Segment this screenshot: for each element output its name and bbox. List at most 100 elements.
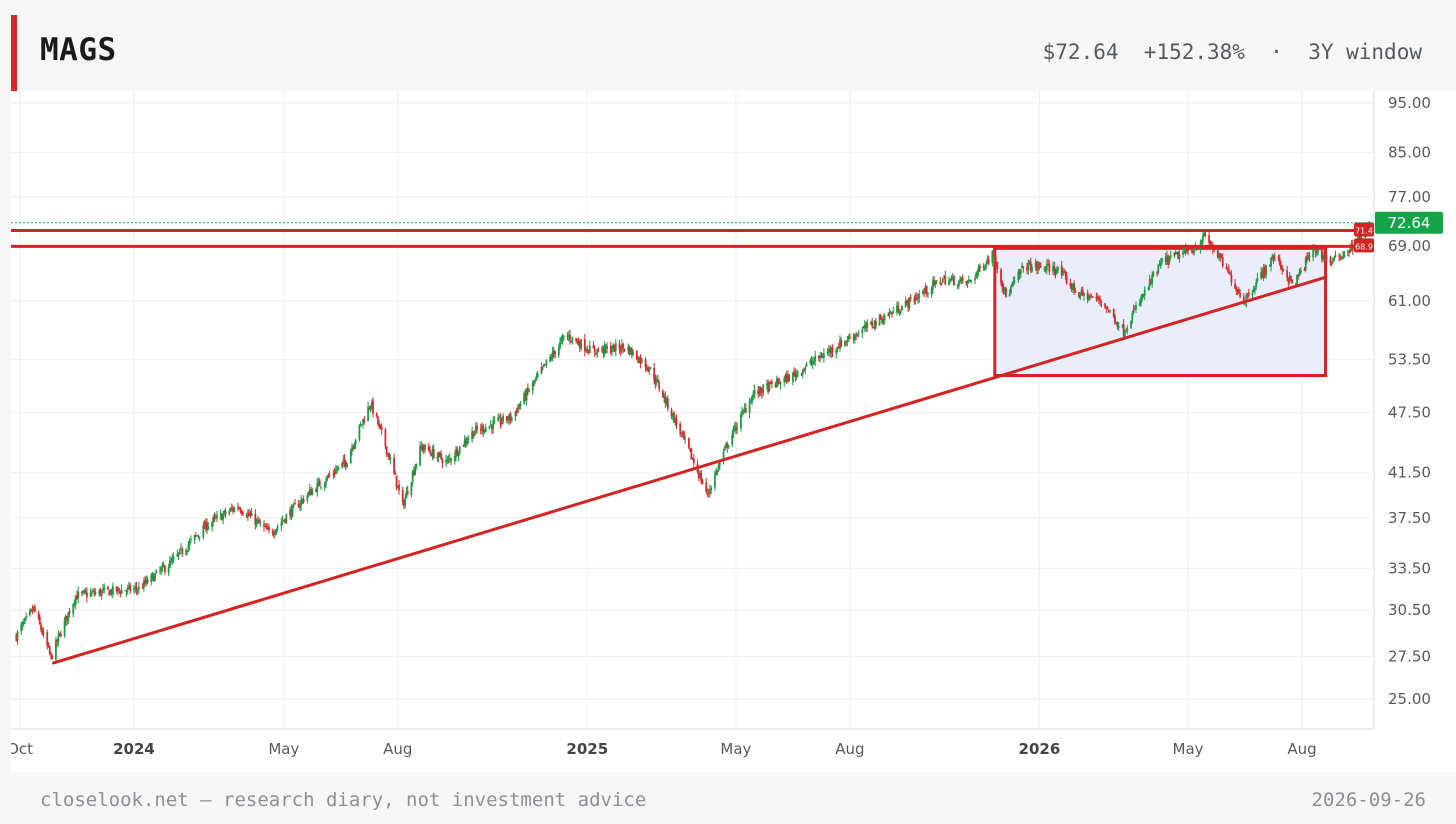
candle-body: [1095, 296, 1098, 299]
price-chart[interactable]: 71.4 68.9 72.64 95.00 85.00 77.00 69.00 61.00 53…: [11, 91, 1456, 772]
candle-body: [134, 586, 137, 588]
candle-body: [398, 484, 400, 491]
candle-body: [630, 348, 633, 355]
candle-body: [332, 473, 335, 475]
candle-body: [1057, 266, 1059, 271]
candle-body: [411, 471, 414, 482]
candle-body: [757, 389, 760, 395]
candle-body: [1026, 267, 1028, 271]
candle-body: [50, 652, 52, 656]
candle-body: [1114, 316, 1116, 324]
candle-body: [187, 544, 190, 550]
candle-body: [1329, 257, 1332, 264]
candle-body: [271, 530, 274, 535]
candle-body: [56, 639, 59, 643]
candle-body: [1054, 269, 1057, 274]
y-tick-label: 27.50: [1388, 647, 1431, 665]
candle-body: [300, 499, 303, 506]
candle-body: [462, 445, 465, 447]
candle-body: [976, 271, 979, 274]
candle-body: [653, 367, 656, 381]
candle-body: [515, 410, 518, 413]
candle-body: [863, 324, 866, 328]
candle-body: [820, 355, 823, 359]
candle-body: [534, 379, 537, 382]
candle-body: [1086, 292, 1089, 301]
candle-body: [752, 393, 755, 397]
candle-body: [612, 344, 615, 350]
candle-body: [887, 314, 890, 316]
candle-body: [956, 285, 959, 287]
candle-body: [638, 357, 641, 363]
x-tick-label: Aug: [835, 740, 864, 758]
candle-body: [180, 548, 182, 550]
candle-body: [1142, 294, 1145, 296]
candle-body: [1071, 283, 1074, 290]
candle-body: [1079, 294, 1082, 299]
candle-body: [621, 344, 623, 352]
candle-body: [640, 358, 643, 363]
candle-body: [237, 507, 239, 509]
candle-body: [861, 329, 864, 334]
y-tick-label: 33.50: [1388, 559, 1431, 577]
candle-body: [32, 606, 35, 611]
candle-body: [310, 489, 312, 496]
candle-body: [540, 367, 543, 374]
last-price: $72.64: [1042, 40, 1119, 64]
candle-body: [299, 504, 301, 508]
candle-body: [639, 356, 642, 364]
candle-body: [102, 588, 104, 590]
candle-body: [609, 345, 612, 353]
candle-body: [1270, 257, 1272, 267]
candle-body: [706, 491, 709, 493]
candle-body: [1096, 297, 1099, 300]
candle-body: [479, 428, 482, 431]
candle-body: [918, 294, 921, 298]
candle-body: [472, 431, 475, 437]
candle-body: [528, 390, 530, 392]
candle-body: [1244, 302, 1246, 304]
candle-body: [1019, 269, 1022, 274]
candle-body: [1021, 265, 1023, 269]
candle-body: [280, 522, 283, 527]
candle-body: [559, 341, 561, 348]
candle-body: [566, 335, 569, 338]
candle-body: [583, 339, 586, 351]
candle-body: [628, 346, 631, 355]
candle-body: [38, 617, 41, 625]
candle-body: [297, 503, 300, 508]
candle-body: [135, 586, 138, 590]
x-tick-label: 2026: [1019, 740, 1061, 758]
candle-body: [1228, 269, 1230, 274]
candle-body: [777, 378, 779, 383]
candle-body: [699, 473, 701, 479]
candle-body: [731, 434, 734, 445]
candle-body: [1287, 277, 1290, 283]
candle-body: [979, 266, 981, 269]
candle-body: [785, 374, 788, 383]
candle-body: [618, 343, 621, 350]
candle-body: [845, 340, 848, 342]
candle-body: [333, 472, 336, 474]
candle-body: [709, 489, 711, 493]
candle-body: [1151, 275, 1154, 284]
candle-body: [81, 591, 83, 593]
candle-body: [992, 249, 995, 255]
resistance-tag-label: 68.9: [1355, 242, 1373, 251]
candle-body: [744, 408, 747, 413]
candle-body: [949, 279, 952, 281]
candle-body: [1312, 245, 1315, 258]
candle-body: [159, 570, 161, 572]
candle-body: [59, 634, 62, 637]
candle-body: [1112, 309, 1115, 317]
candle-body: [254, 513, 257, 525]
candle-body: [941, 278, 944, 283]
candle-body: [354, 439, 357, 444]
candle-body: [282, 519, 285, 521]
candle-body: [370, 401, 373, 408]
candle-body: [1330, 262, 1333, 264]
candle-body: [1070, 284, 1073, 289]
candle-body: [404, 497, 407, 507]
candle-body: [975, 273, 978, 278]
candle-body: [783, 377, 786, 383]
